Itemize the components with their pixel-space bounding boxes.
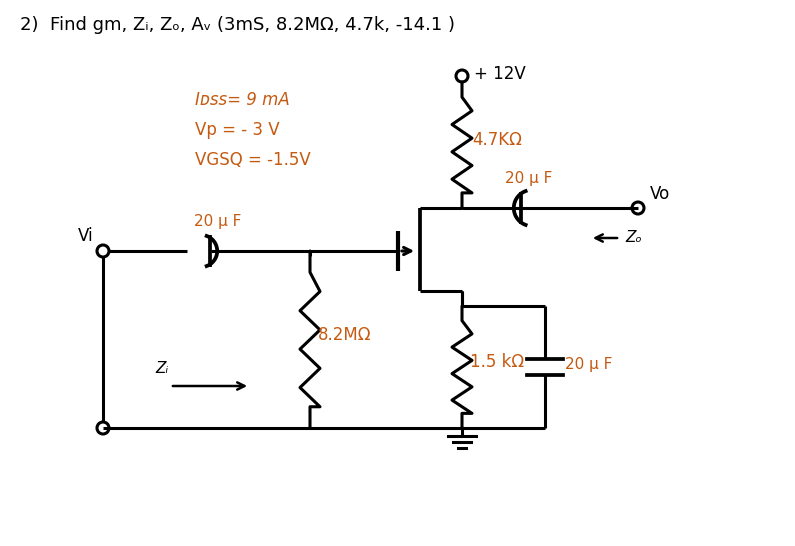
Text: Zᵢ: Zᵢ: [155, 361, 169, 376]
Text: Vo: Vo: [650, 185, 670, 203]
Text: 4.7KΩ: 4.7KΩ: [472, 131, 522, 149]
Text: 8.2MΩ: 8.2MΩ: [318, 325, 371, 343]
Text: Iᴅss= 9 mA: Iᴅss= 9 mA: [195, 91, 289, 109]
Text: Vi: Vi: [77, 227, 93, 245]
Text: VGSQ = -1.5V: VGSQ = -1.5V: [195, 151, 311, 169]
Text: 20 μ F: 20 μ F: [565, 357, 612, 371]
Text: 20 μ F: 20 μ F: [505, 171, 553, 186]
Text: Vp = - 3 V: Vp = - 3 V: [195, 121, 280, 139]
Text: + 12V: + 12V: [474, 65, 525, 83]
Text: 2)  Find gm, Zᵢ, Zₒ, Aᵥ (3mS, 8.2MΩ, 4.7k, -14.1 ): 2) Find gm, Zᵢ, Zₒ, Aᵥ (3mS, 8.2MΩ, 4.7k…: [20, 16, 455, 34]
Text: 1.5 kΩ: 1.5 kΩ: [470, 353, 524, 371]
Text: Zₒ: Zₒ: [625, 229, 642, 245]
Text: 20 μ F: 20 μ F: [194, 214, 242, 229]
